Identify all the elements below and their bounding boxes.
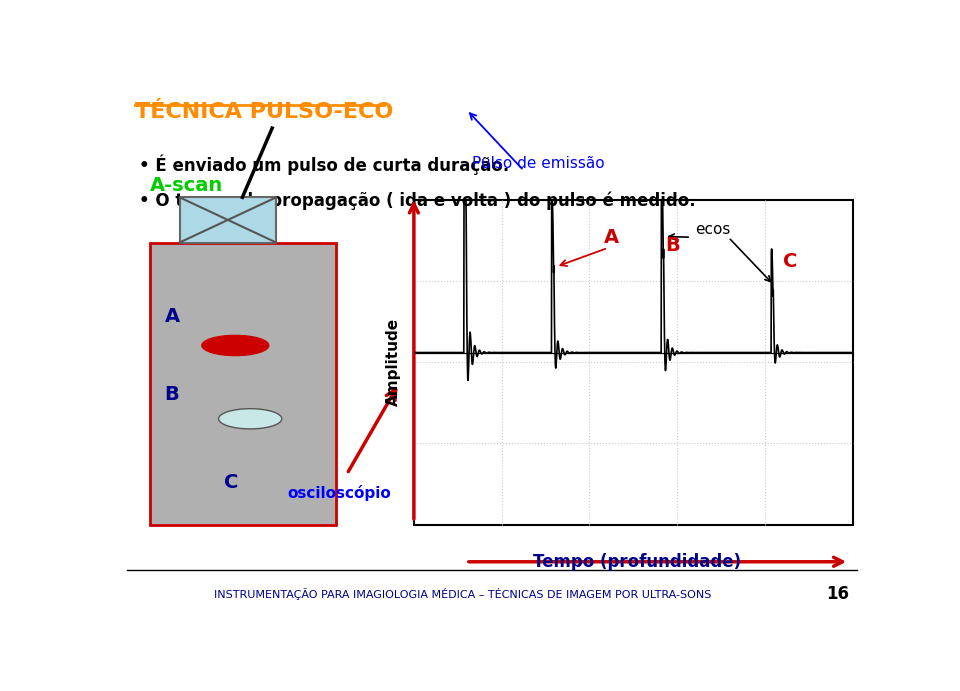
Ellipse shape (202, 335, 269, 356)
Text: Amplitude: Amplitude (386, 318, 400, 406)
Text: B: B (665, 236, 681, 255)
Bar (414, 200, 852, 524)
Text: • É enviado um pulso de curta duração.: • É enviado um pulso de curta duração. (138, 155, 509, 176)
Text: A-scan: A-scan (150, 176, 223, 195)
Text: C: C (782, 252, 797, 271)
Text: A: A (604, 228, 619, 247)
Bar (180, 198, 276, 243)
Text: TÉCNICA PULSO-ECO: TÉCNICA PULSO-ECO (134, 102, 394, 122)
Text: • O tempo de propagação ( ida e volta ) do pulso é medido.: • O tempo de propagação ( ida e volta ) … (138, 192, 695, 211)
Ellipse shape (219, 408, 282, 429)
Text: B: B (165, 386, 180, 404)
Text: ecos: ecos (695, 222, 731, 237)
Text: Pulso de emissão: Pulso de emissão (472, 155, 605, 171)
Bar (150, 243, 336, 524)
Text: osciloscópio: osciloscópio (288, 484, 392, 501)
Text: A: A (165, 307, 180, 325)
Text: C: C (225, 473, 238, 492)
Text: Tempo (profundidade): Tempo (profundidade) (533, 553, 741, 571)
Text: INSTRUMENTAÇÃO PARA IMAGIOLOGIA MÉDICA – TÉCNICAS DE IMAGEM POR ULTRA-SONS: INSTRUMENTAÇÃO PARA IMAGIOLOGIA MÉDICA –… (213, 588, 711, 600)
Text: 16: 16 (827, 585, 850, 603)
